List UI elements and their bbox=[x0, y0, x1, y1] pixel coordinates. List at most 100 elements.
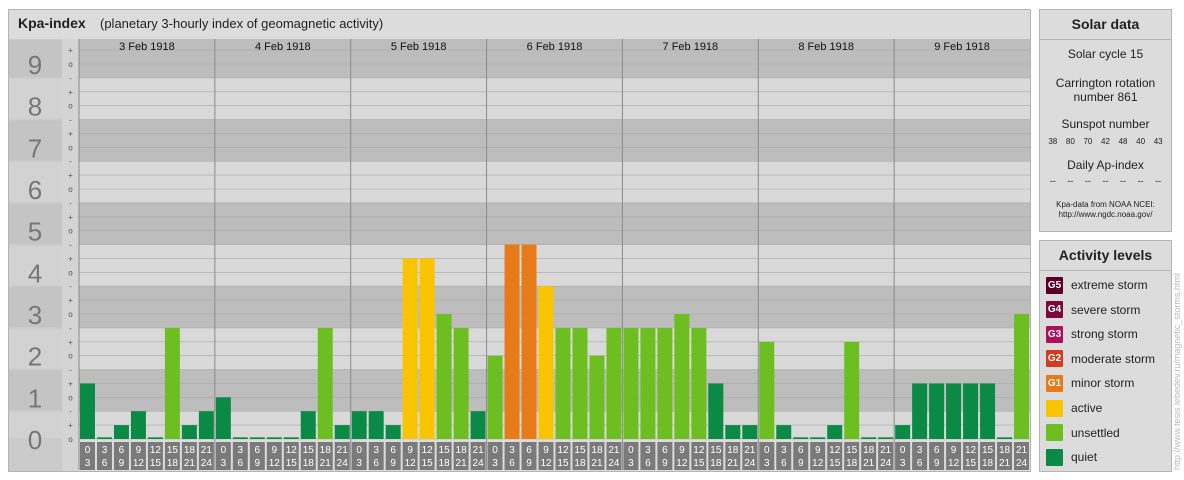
sunspot-value: 70 bbox=[1083, 137, 1093, 146]
interval-label-box bbox=[164, 442, 180, 470]
kp-bar bbox=[232, 437, 248, 439]
interval-label-box bbox=[181, 442, 197, 470]
interval-end-label: 6 bbox=[373, 458, 379, 469]
interval-end-label: 3 bbox=[221, 458, 227, 469]
activity-level-swatch: G3 bbox=[1046, 325, 1063, 343]
y-tick-label: 8 bbox=[28, 92, 42, 122]
interval-start-label: 3 bbox=[102, 445, 108, 456]
interval-start-label: 0 bbox=[628, 445, 634, 456]
interval-start-label: 12 bbox=[422, 445, 434, 456]
interval-label-box bbox=[419, 442, 435, 470]
day-label: 6 Feb 1918 bbox=[527, 41, 583, 53]
interval-end-label: 12 bbox=[269, 458, 281, 469]
interval-start-label: 0 bbox=[356, 445, 362, 456]
kp-label-band bbox=[9, 370, 62, 411]
kp-label-band bbox=[9, 40, 62, 77]
interval-label-box bbox=[759, 442, 775, 470]
interval-label-box bbox=[963, 442, 979, 470]
kp-bar bbox=[708, 383, 724, 439]
interval-start-label: 0 bbox=[85, 445, 91, 456]
interval-start-label: 15 bbox=[846, 445, 858, 456]
subtick-label: + bbox=[68, 88, 73, 97]
subtick-label: - bbox=[69, 241, 72, 250]
interval-start-label: 21 bbox=[880, 445, 892, 456]
y-tick-label: 6 bbox=[28, 175, 42, 205]
interval-start-label: 15 bbox=[574, 445, 586, 456]
interval-end-label: 21 bbox=[456, 458, 468, 469]
subtick-label: - bbox=[69, 366, 72, 375]
interval-end-label: 24 bbox=[337, 458, 349, 469]
interval-end-label: 18 bbox=[574, 458, 586, 469]
interval-start-label: 6 bbox=[390, 445, 396, 456]
activity-level-label: unsettled bbox=[1071, 425, 1120, 440]
activity-level-label: strong storm bbox=[1071, 327, 1138, 342]
solar-cycle: Solar cycle 15 bbox=[1067, 47, 1144, 61]
interval-end-label: 24 bbox=[744, 458, 756, 469]
kp-bar bbox=[300, 411, 316, 439]
kp-label-band bbox=[9, 412, 62, 438]
activity-level-swatch: G4 bbox=[1046, 301, 1063, 319]
interval-end-label: 15 bbox=[693, 458, 705, 469]
kp-bar bbox=[453, 327, 469, 439]
subtick-label: + bbox=[68, 379, 73, 388]
interval-end-label: 3 bbox=[85, 458, 91, 469]
interval-end-label: 21 bbox=[863, 458, 875, 469]
y-tick-label: 2 bbox=[28, 342, 42, 372]
interval-start-label: 12 bbox=[150, 445, 162, 456]
y-tick-label: 5 bbox=[28, 217, 42, 247]
interval-end-label: 21 bbox=[591, 458, 603, 469]
kp-label-band bbox=[9, 245, 62, 286]
interval-label-box bbox=[113, 442, 129, 470]
interval-end-label: 12 bbox=[812, 458, 824, 469]
kp-label-band bbox=[9, 78, 62, 119]
interval-start-label: 3 bbox=[373, 445, 379, 456]
interval-start-label: 12 bbox=[557, 445, 569, 456]
kpa-chart: o+-o+-o+-o+-o+-o+-o+-o+-o+-o+01234567893… bbox=[9, 39, 1030, 471]
ap-value: -- bbox=[1084, 176, 1091, 186]
interval-start-label: 9 bbox=[815, 445, 821, 456]
interval-end-label: 21 bbox=[184, 458, 196, 469]
kp-bar bbox=[912, 383, 928, 439]
activity-level-label: active bbox=[1071, 401, 1103, 415]
interval-label-box bbox=[96, 442, 112, 470]
interval-end-label: 3 bbox=[764, 458, 770, 469]
y-tick-label: 9 bbox=[28, 50, 42, 80]
sunspot-label: Sunspot number bbox=[1061, 117, 1150, 131]
interval-start-label: 15 bbox=[303, 445, 315, 456]
activity-levels-panel: Activity levels G5 extreme storm G4 severe … bbox=[1039, 240, 1172, 472]
interval-start-label: 0 bbox=[492, 445, 498, 456]
sunspot-value: 48 bbox=[1118, 137, 1128, 146]
kp-bar bbox=[997, 437, 1013, 439]
interval-label-box bbox=[606, 442, 622, 470]
kp-label-band bbox=[9, 328, 62, 369]
interval-end-label: 6 bbox=[781, 458, 787, 469]
y-tick-label: 1 bbox=[28, 383, 42, 413]
interval-end-label: 6 bbox=[917, 458, 923, 469]
ap-value: -- bbox=[1049, 176, 1056, 186]
interval-start-label: 9 bbox=[951, 445, 957, 456]
kp-bar bbox=[317, 327, 333, 439]
subtick-label: o bbox=[68, 393, 73, 402]
interval-label-box bbox=[368, 442, 384, 470]
interval-label-box bbox=[861, 442, 877, 470]
kp-bar bbox=[385, 425, 401, 439]
interval-label-box bbox=[929, 442, 945, 470]
interval-start-label: 6 bbox=[119, 445, 125, 456]
subtick-label: - bbox=[69, 324, 72, 333]
kp-band bbox=[79, 202, 1030, 245]
kp-band bbox=[79, 161, 1030, 203]
activity-level-item: G5 extreme storm bbox=[1046, 275, 1148, 295]
interval-start-label: 21 bbox=[473, 445, 485, 456]
interval-start-label: 6 bbox=[798, 445, 804, 456]
kp-bar bbox=[929, 383, 945, 439]
interval-label-box bbox=[810, 442, 826, 470]
source-line2: http://www.ngdc.noaa.gov/ bbox=[1058, 210, 1153, 219]
y-subtick-column bbox=[62, 39, 79, 471]
interval-start-label: 15 bbox=[439, 445, 451, 456]
subtick-label: - bbox=[69, 199, 72, 208]
sunspot-value: 42 bbox=[1101, 137, 1110, 146]
subtick-label: - bbox=[69, 116, 72, 125]
interval-end-label: 18 bbox=[439, 458, 451, 469]
activity-level-swatch bbox=[1046, 424, 1063, 442]
kp-bar bbox=[470, 411, 486, 439]
